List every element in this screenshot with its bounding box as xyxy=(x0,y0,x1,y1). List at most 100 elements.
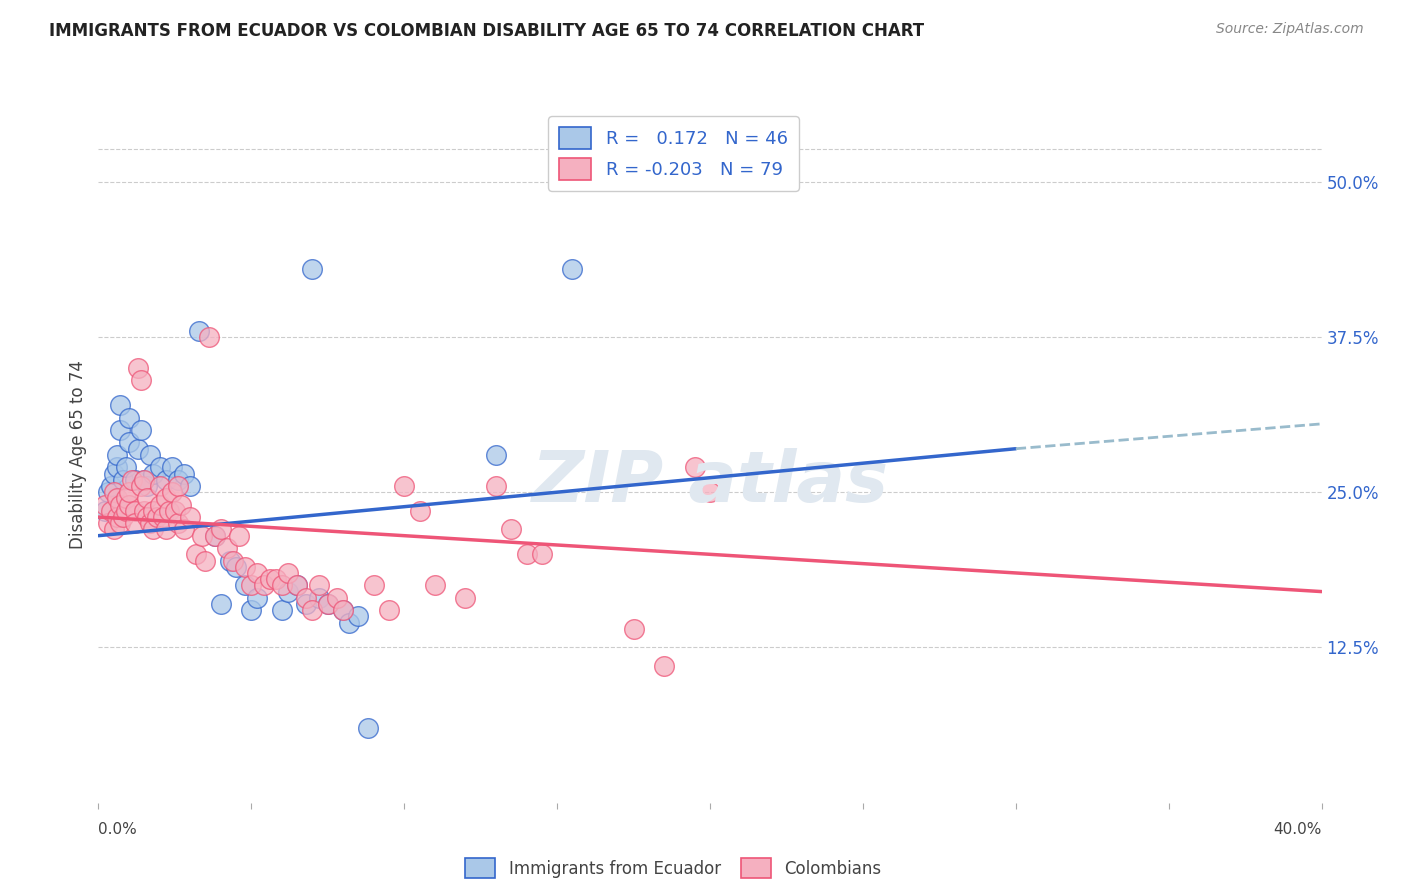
Point xyxy=(129,479,152,493)
Point xyxy=(408,504,430,518)
Point xyxy=(105,510,128,524)
Point xyxy=(246,566,269,580)
Point xyxy=(530,547,553,561)
Point xyxy=(295,591,318,605)
Point xyxy=(252,578,274,592)
Point xyxy=(316,597,339,611)
Point xyxy=(129,423,152,437)
Point xyxy=(516,547,538,561)
Point xyxy=(93,498,115,512)
Y-axis label: Disability Age 65 to 74: Disability Age 65 to 74 xyxy=(69,360,87,549)
Text: IMMIGRANTS FROM ECUADOR VS COLOMBIAN DISABILITY AGE 65 TO 74 CORRELATION CHART: IMMIGRANTS FROM ECUADOR VS COLOMBIAN DIS… xyxy=(49,22,924,40)
Point xyxy=(108,498,131,512)
Point xyxy=(105,460,128,475)
Text: ZIP atlas: ZIP atlas xyxy=(531,449,889,517)
Point xyxy=(561,261,583,276)
Point xyxy=(485,479,508,493)
Point xyxy=(652,659,675,673)
Point xyxy=(127,361,149,376)
Point xyxy=(501,523,523,537)
Text: 0.0%: 0.0% xyxy=(98,822,138,837)
Point xyxy=(699,485,721,500)
Point xyxy=(157,504,180,518)
Point xyxy=(134,504,156,518)
Point xyxy=(139,448,162,462)
Point xyxy=(215,541,238,555)
Point xyxy=(163,504,186,518)
Point xyxy=(124,516,146,531)
Point xyxy=(136,491,159,506)
Point xyxy=(301,261,323,276)
Point xyxy=(103,523,125,537)
Point xyxy=(392,479,416,493)
Point xyxy=(118,498,141,512)
Point xyxy=(100,504,122,518)
Point xyxy=(209,523,232,537)
Point xyxy=(103,485,125,500)
Point xyxy=(219,553,242,567)
Point xyxy=(179,479,201,493)
Point xyxy=(277,584,299,599)
Point xyxy=(97,516,120,531)
Point xyxy=(308,578,330,592)
Point xyxy=(337,615,360,630)
Point xyxy=(233,559,256,574)
Point xyxy=(246,591,269,605)
Point xyxy=(228,529,250,543)
Point xyxy=(285,578,308,592)
Point xyxy=(118,435,141,450)
Point xyxy=(167,479,190,493)
Point xyxy=(173,523,195,537)
Point xyxy=(233,578,256,592)
Point xyxy=(139,516,162,531)
Point xyxy=(105,448,128,462)
Point xyxy=(209,597,232,611)
Point xyxy=(149,460,172,475)
Point xyxy=(108,516,131,531)
Point xyxy=(240,603,263,617)
Point xyxy=(129,373,152,387)
Point xyxy=(347,609,370,624)
Point xyxy=(204,529,226,543)
Point xyxy=(295,597,318,611)
Point xyxy=(356,721,378,735)
Point xyxy=(136,510,159,524)
Point xyxy=(485,448,508,462)
Point xyxy=(103,467,125,481)
Point xyxy=(454,591,477,605)
Point xyxy=(378,603,401,617)
Point xyxy=(115,460,138,475)
Point xyxy=(264,572,287,586)
Point xyxy=(142,523,165,537)
Point xyxy=(127,442,149,456)
Point xyxy=(222,553,245,567)
Point xyxy=(332,603,354,617)
Point xyxy=(204,529,226,543)
Point xyxy=(423,578,446,592)
Point xyxy=(316,597,339,611)
Point xyxy=(186,547,208,561)
Point xyxy=(136,479,159,493)
Point xyxy=(683,460,706,475)
Point xyxy=(160,460,183,475)
Point xyxy=(167,516,190,531)
Point xyxy=(240,578,263,592)
Point xyxy=(115,504,138,518)
Point xyxy=(97,485,120,500)
Point xyxy=(270,603,292,617)
Point xyxy=(277,566,299,580)
Text: Source: ZipAtlas.com: Source: ZipAtlas.com xyxy=(1216,22,1364,37)
Text: 40.0%: 40.0% xyxy=(1274,822,1322,837)
Point xyxy=(142,504,165,518)
Point xyxy=(142,467,165,481)
Point xyxy=(155,523,177,537)
Point xyxy=(152,510,174,524)
Point xyxy=(124,473,146,487)
Point xyxy=(155,491,177,506)
Point xyxy=(108,398,131,412)
Point xyxy=(134,473,156,487)
Point xyxy=(149,498,172,512)
Point xyxy=(118,485,141,500)
Point xyxy=(623,622,645,636)
Point xyxy=(173,467,195,481)
